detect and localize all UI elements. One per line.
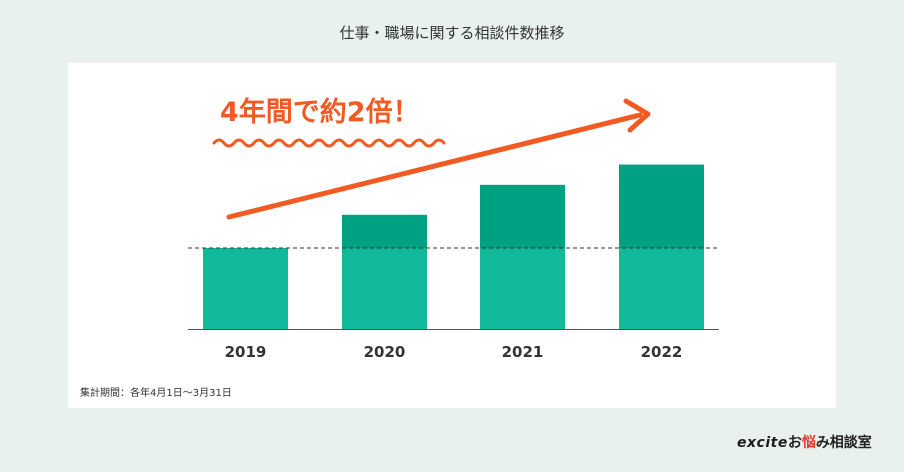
headline-annotation: 4年間で約2倍！ — [220, 96, 420, 128]
bar-2022-base — [619, 248, 704, 329]
bar-2019-base — [203, 248, 288, 329]
brand-text-post: み相談室 — [815, 435, 872, 451]
brand-text-pre: お — [787, 435, 802, 451]
x-tick-label-2021: 2021 — [502, 343, 544, 361]
bar-2020-base — [342, 248, 427, 329]
headline-wavy-underline — [212, 138, 446, 148]
x-tick-label-2019: 2019 — [225, 343, 267, 361]
bar-2020-increase — [342, 214, 427, 248]
bar-2022-increase — [619, 164, 704, 248]
brand-logo: exciteお悩み相談室 — [737, 432, 872, 452]
brand-excite: excite — [737, 435, 788, 451]
chart-card — [68, 63, 836, 408]
bar-2021-base — [480, 248, 565, 329]
brand-text-accent: 悩 — [801, 435, 816, 451]
x-tick-label-2022: 2022 — [641, 343, 683, 361]
x-tick-label-2020: 2020 — [364, 343, 406, 361]
footnote: 集計期間：各年4月1日〜3月31日 — [80, 388, 232, 399]
bar-2021-increase — [480, 184, 565, 248]
trend-arrow-head — [623, 98, 651, 133]
page-title: 仕事・職場に関する相談件数推移 — [339, 24, 565, 42]
trend-arrow-line — [226, 112, 643, 220]
